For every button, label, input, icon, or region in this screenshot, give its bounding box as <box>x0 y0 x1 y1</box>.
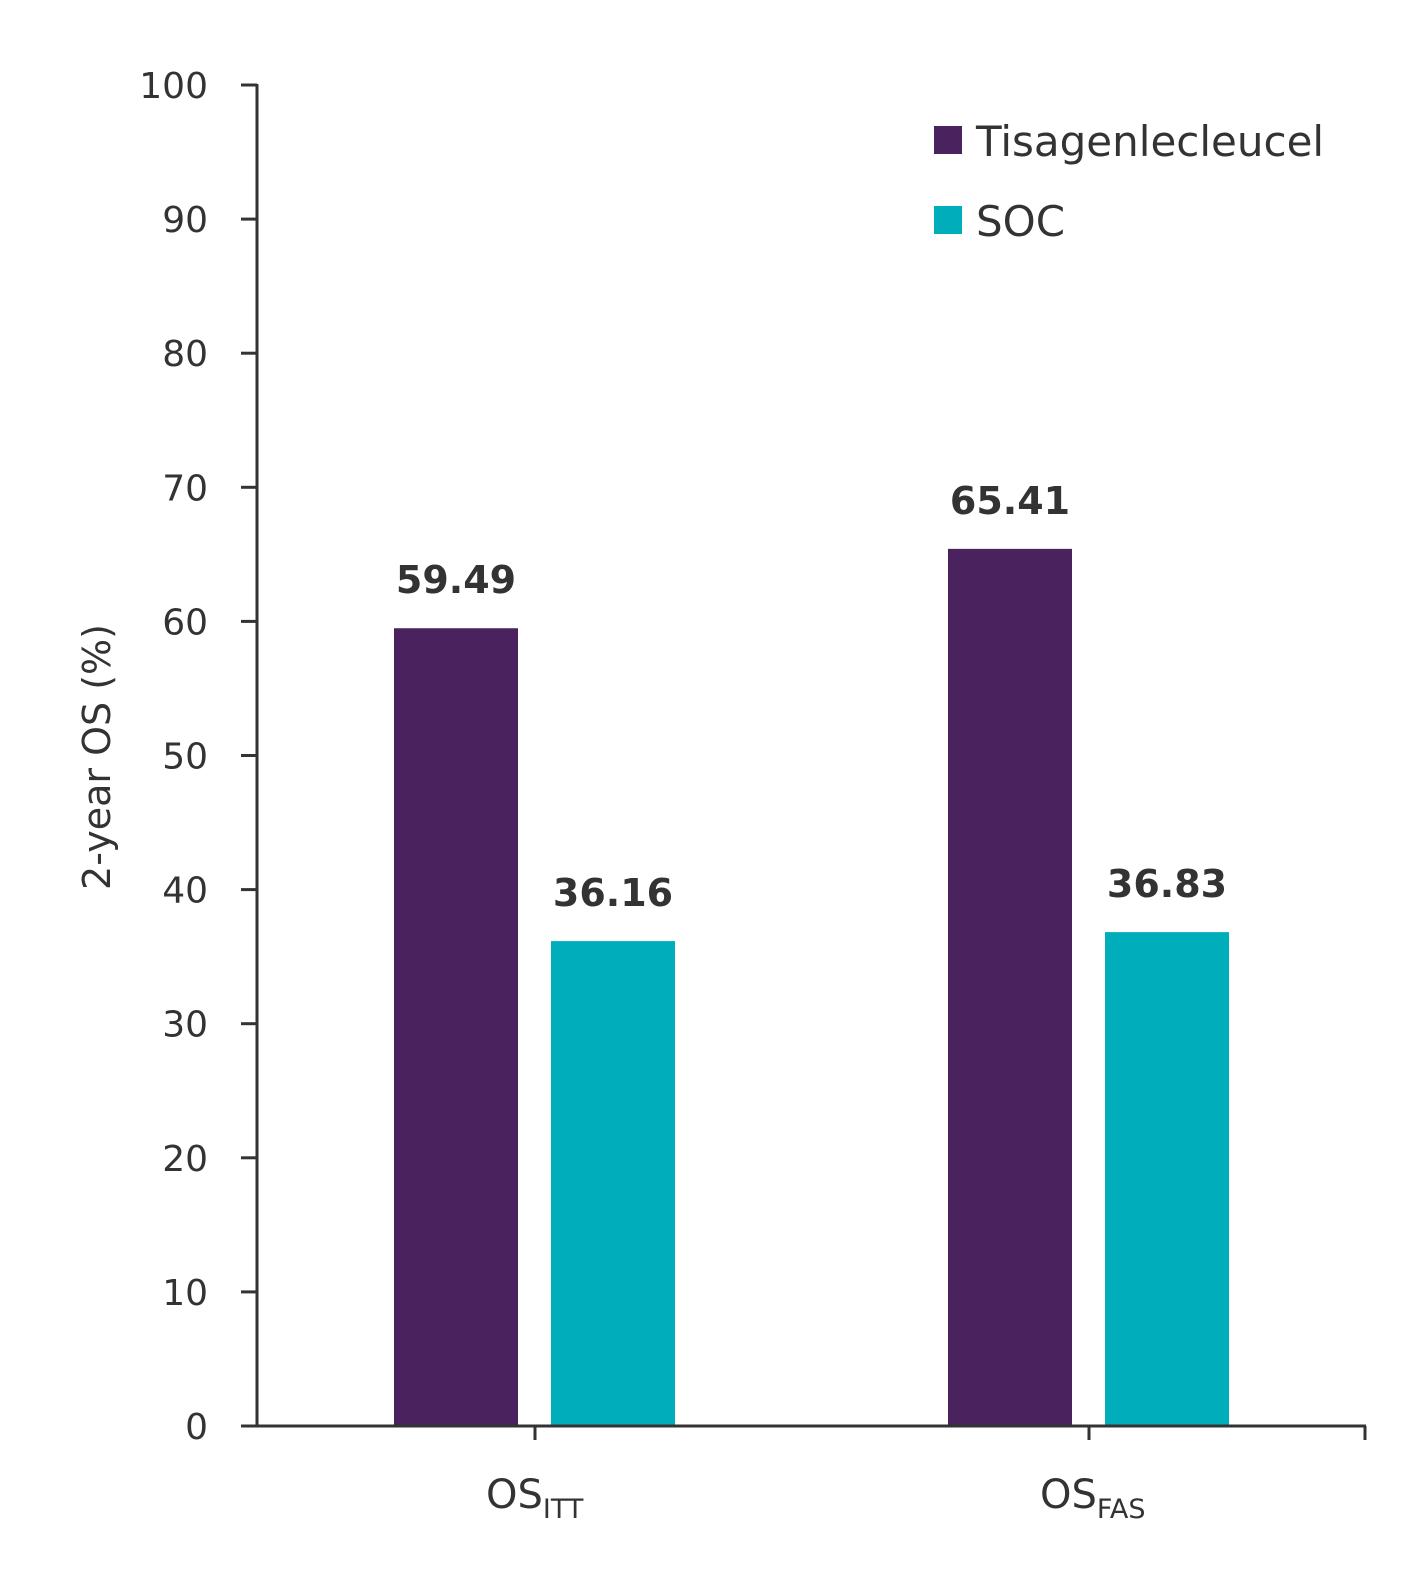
y-tick-label: 80 <box>162 334 208 375</box>
data-label: 59.49 <box>396 558 516 602</box>
y-tick-label: 60 <box>162 602 208 643</box>
category-subscript: ITT <box>543 1494 584 1525</box>
bar-soc-fas <box>1105 932 1229 1426</box>
y-tick-label: 0 <box>185 1407 208 1448</box>
y-tick-label: 30 <box>162 1005 208 1046</box>
bar-soc-itt <box>551 941 675 1426</box>
x-axis-categories: OSITT OSFAS <box>486 1426 1146 1525</box>
bar-tisagenlecleucel-itt <box>394 628 518 1426</box>
data-label: 36.83 <box>1107 862 1227 906</box>
y-tick-label: 20 <box>162 1139 208 1180</box>
legend-swatch-soc <box>934 206 962 234</box>
bar-tisagenlecleucel-fas <box>948 548 1072 1426</box>
x-category-label: OSFAS <box>1040 1472 1146 1525</box>
y-tick-label: 40 <box>162 871 208 912</box>
y-axis-label: 2-year OS (%) <box>75 624 119 890</box>
y-tick-label: 50 <box>162 737 208 778</box>
legend-label-soc: SOC <box>976 197 1065 246</box>
category-main: OS <box>1040 1472 1097 1518</box>
y-tick-label: 90 <box>162 200 208 241</box>
y-axis-ticks: 0 10 20 30 40 50 60 70 80 90 100 <box>139 66 257 1448</box>
legend: Tisagenlecleucel SOC <box>934 117 1324 246</box>
legend-label-tisagenlecleucel: Tisagenlecleucel <box>975 117 1324 166</box>
x-category-label: OSITT <box>486 1472 584 1525</box>
y-tick-label: 10 <box>162 1273 208 1314</box>
bars: 59.49 65.41 36.16 36.83 <box>394 479 1229 1426</box>
data-label: 65.41 <box>950 479 1070 523</box>
category-main: OS <box>486 1472 543 1518</box>
y-tick-label: 100 <box>139 66 208 107</box>
category-subscript: FAS <box>1097 1494 1146 1525</box>
data-label: 36.16 <box>553 871 673 915</box>
legend-swatch-tisagenlecleucel <box>934 126 962 154</box>
y-tick-label: 70 <box>162 468 208 509</box>
